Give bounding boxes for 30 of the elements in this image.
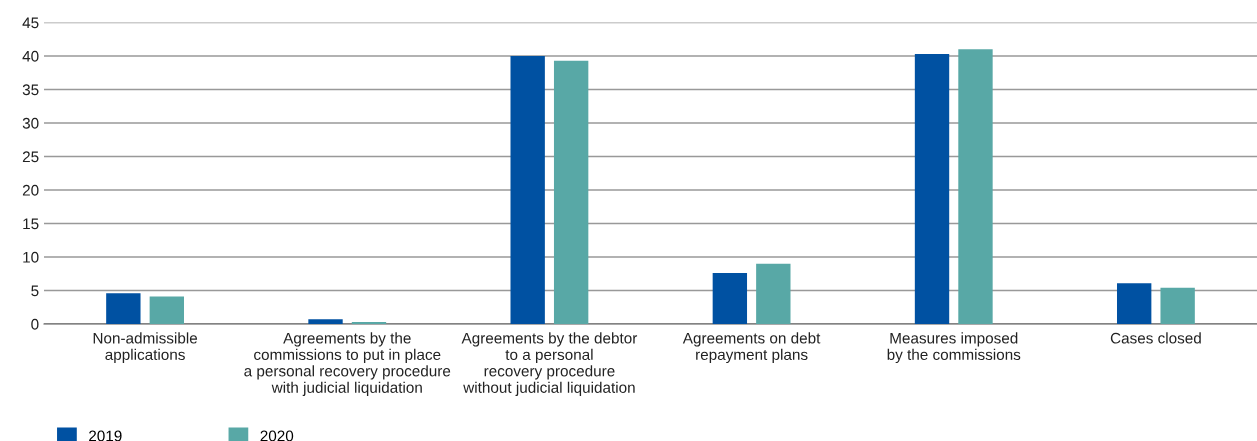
y-tick-label: 30 [22,117,39,129]
x-tick-label: Agreements on debt repayment plans [682,332,821,364]
y-tick-label: 25 [22,151,39,163]
bar [553,60,589,324]
legend-label: 2020 [260,430,294,441]
x-tick-label: Cases closed [1110,332,1201,344]
bar [756,263,791,324]
y-tick-label: 15 [23,218,39,230]
bar [1160,287,1195,324]
y-tick-label: 40 [22,50,39,62]
bar [712,273,748,324]
legend-label: 2019 [89,430,122,441]
bar [308,319,343,324]
bar [958,49,993,324]
bar [914,53,950,324]
y-tick-label: 35 [22,84,39,96]
y-tick-label: 45 [22,17,39,29]
bar [1117,283,1152,324]
y-tick-label: 20 [22,184,39,196]
x-tick-label: Non-admissible applications [93,332,198,364]
x-tick-label: Measures imposed by the commissions [887,332,1021,364]
x-tick-label: Agreements by the commissions to put in place a personal recovery procedure with judicial liquidation [244,332,451,396]
bar [149,296,184,324]
bar [351,321,387,324]
y-tick-label: 5 [31,285,39,297]
y-tick-label: 0 [31,318,39,330]
y-tick-label: 10 [23,251,39,263]
bar [106,293,141,324]
bar [510,56,545,324]
x-tick-label: Agreements by the debtor to a personal recovery procedure without judicial liquidation [461,332,638,396]
